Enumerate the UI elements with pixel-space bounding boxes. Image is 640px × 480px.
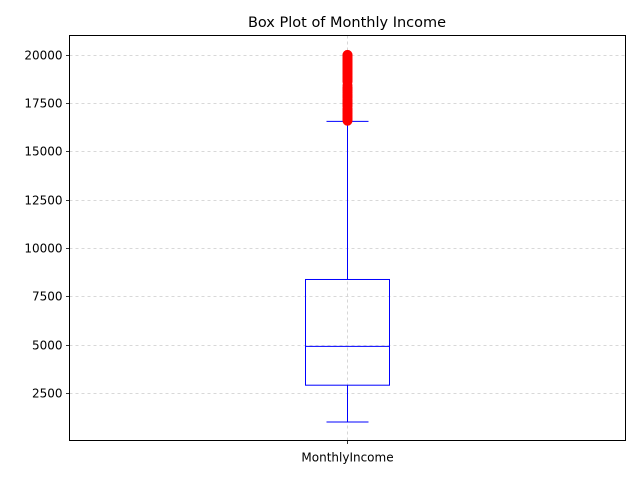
y-tick-label: 5000 bbox=[32, 339, 63, 353]
y-tick-label: 12500 bbox=[24, 194, 62, 208]
y-tick-label: 10000 bbox=[24, 242, 62, 256]
y-axis: 2500 5000 7500 10000 12500 15000 17500 20000 bbox=[24, 49, 70, 401]
y-tick-label: 15000 bbox=[24, 145, 62, 159]
x-tick-label: MonthlyIncome bbox=[301, 451, 393, 465]
outlier-point bbox=[342, 49, 353, 60]
chart-title: Box Plot of Monthly Income bbox=[248, 15, 446, 31]
x-axis: MonthlyIncome bbox=[301, 440, 394, 465]
outliers bbox=[342, 49, 353, 126]
y-tick-label: 20000 bbox=[24, 49, 62, 63]
iqr-box bbox=[305, 278, 390, 386]
y-tick-label: 2500 bbox=[32, 387, 63, 401]
y-tick-label: 7500 bbox=[32, 290, 63, 304]
y-tick-label: 17500 bbox=[24, 97, 62, 111]
